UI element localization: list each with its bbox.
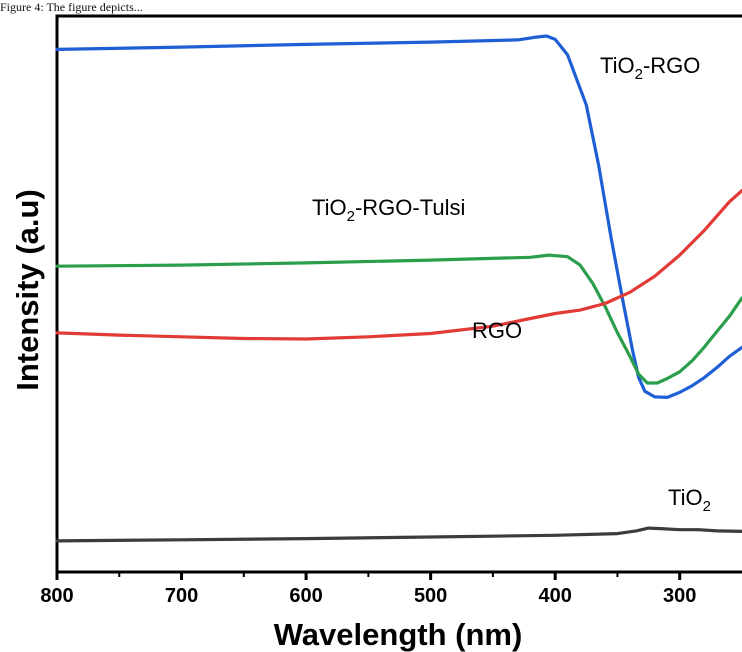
series-lines: [55, 34, 742, 543]
x-axis-title: Wavelength (nm): [274, 617, 523, 652]
x-tick-label: 300: [663, 585, 696, 607]
series-label-rgo: RGO: [472, 318, 522, 343]
x-tick-label: 800: [40, 585, 73, 607]
series-line-rgo: [55, 189, 742, 341]
series-label-tio2: TiO2: [668, 485, 711, 515]
series-line-tio2_rgo_tulsi: [55, 253, 742, 385]
series-line-tio2: [55, 526, 742, 543]
x-tick-label: 500: [414, 585, 447, 607]
y-axis-title: Intensity (a.u): [10, 189, 45, 391]
series-label-tio2_rgo: TiO2-RGO: [600, 53, 700, 83]
x-tick-label: 700: [165, 585, 198, 607]
series-label-tio2_rgo_tulsi: TiO2-RGO-Tulsi: [312, 195, 465, 225]
series-line-tio2_rgo: [55, 34, 742, 399]
x-axis-ticks: 800 700 600 500 400 300: [40, 572, 696, 607]
series-labels: TiO2-RGO TiO2-RGO-Tulsi RGO TiO2: [312, 53, 711, 515]
x-tick-label: 400: [538, 585, 571, 607]
plot-frame: [55, 14, 742, 574]
x-tick-label: 600: [289, 585, 322, 607]
figure-caption: Figure 4: The figure depicts...: [0, 0, 143, 14]
